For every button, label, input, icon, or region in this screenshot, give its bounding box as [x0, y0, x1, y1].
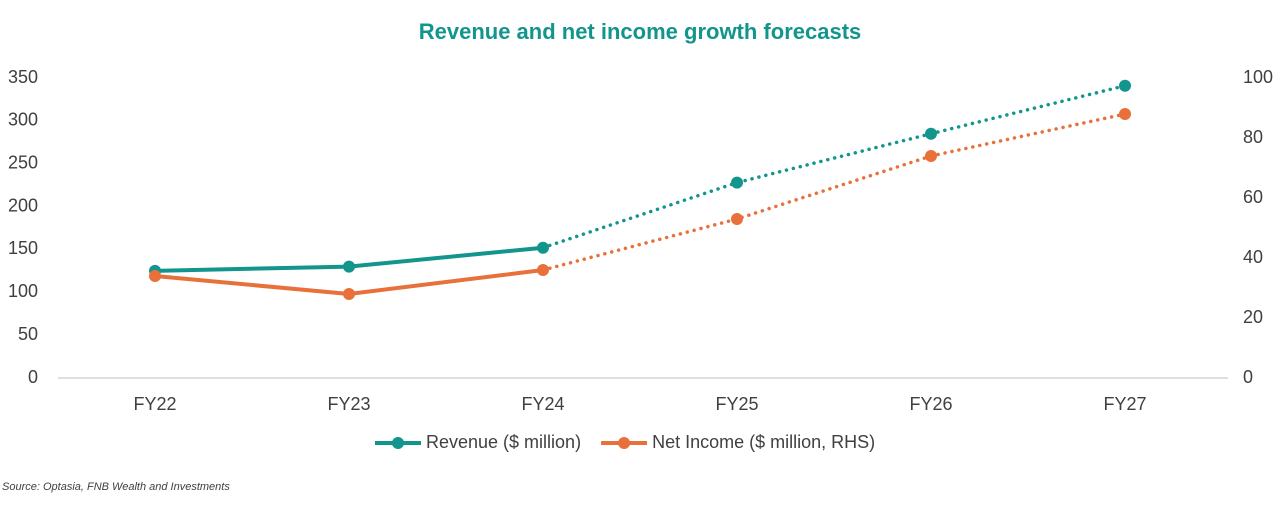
- y-tick-label: 100: [8, 281, 38, 301]
- y-tick-label: 150: [8, 238, 38, 258]
- chart-title: Revenue and net income growth forecasts: [419, 19, 862, 44]
- x-tick-label: FY23: [327, 394, 370, 414]
- legend-label: Net Income ($ million, RHS): [652, 432, 875, 452]
- y2-tick-label: 100: [1243, 67, 1273, 87]
- point: [343, 260, 355, 273]
- point: [343, 288, 355, 300]
- y-tick-label: 0: [28, 367, 38, 387]
- point: [537, 241, 549, 254]
- point: [1119, 108, 1131, 120]
- y-tick-label: 350: [8, 67, 38, 87]
- y2-tick-label: 20: [1243, 307, 1263, 327]
- y2-tick-label: 0: [1243, 367, 1253, 387]
- forecast-line: [541, 112, 1127, 272]
- legend-marker: [392, 437, 404, 449]
- y-tick-label: 300: [8, 110, 38, 130]
- y-tick-label: 50: [18, 324, 38, 344]
- y-tick-label: 250: [8, 152, 38, 172]
- x-tick-label: FY24: [521, 394, 564, 414]
- point: [731, 213, 743, 225]
- legend-marker: [618, 437, 631, 449]
- y2-tick-label: 60: [1243, 187, 1263, 207]
- legend-label: Revenue ($ million): [426, 432, 581, 452]
- y2-tick-label: 40: [1243, 247, 1263, 267]
- point: [731, 176, 743, 189]
- point: [149, 270, 161, 282]
- x-tick-label: FY22: [133, 394, 176, 414]
- x-tick-label: FY27: [1103, 394, 1146, 414]
- source-note: Source: Optasia, FNB Wealth and Investme…: [2, 481, 230, 493]
- point: [925, 150, 937, 162]
- y2-tick-label: 80: [1243, 127, 1263, 147]
- point: [1119, 79, 1131, 92]
- forecast-line: [541, 83, 1127, 250]
- x-tick-label: FY26: [909, 394, 952, 414]
- x-tick-label: FY25: [715, 394, 758, 414]
- point: [925, 127, 937, 140]
- point: [537, 264, 549, 276]
- y-tick-label: 200: [8, 195, 38, 215]
